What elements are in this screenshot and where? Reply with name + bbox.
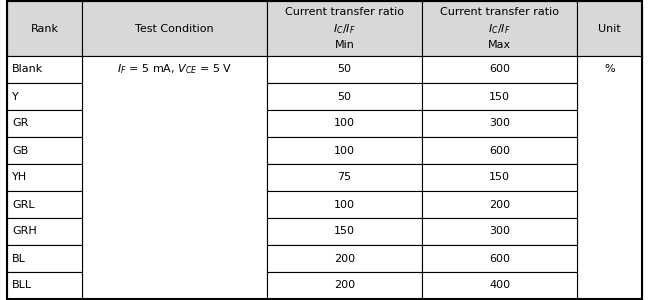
Bar xyxy=(7,272,82,299)
Bar xyxy=(422,110,577,137)
Text: 100: 100 xyxy=(334,118,355,128)
Text: 150: 150 xyxy=(489,92,510,101)
Text: GR: GR xyxy=(12,118,29,128)
Bar xyxy=(82,1,267,56)
Text: 150: 150 xyxy=(334,226,355,236)
Text: 50: 50 xyxy=(337,92,352,101)
Bar xyxy=(7,110,82,137)
Bar xyxy=(7,245,82,272)
Bar xyxy=(422,83,577,110)
Bar xyxy=(7,191,82,218)
Bar xyxy=(422,137,577,164)
Text: 400: 400 xyxy=(489,280,510,290)
Text: BL: BL xyxy=(12,254,26,263)
Bar xyxy=(422,56,577,83)
Text: Current transfer ratio
$I_C$/$I_F$
Min: Current transfer ratio $I_C$/$I_F$ Min xyxy=(285,7,404,50)
Bar xyxy=(422,191,577,218)
Text: 75: 75 xyxy=(337,172,352,182)
Text: Unit: Unit xyxy=(598,23,621,34)
Text: Blank: Blank xyxy=(12,64,43,74)
Text: 100: 100 xyxy=(334,200,355,209)
Bar xyxy=(267,191,422,218)
Bar xyxy=(577,56,642,299)
Text: %: % xyxy=(604,64,615,74)
Text: YH: YH xyxy=(12,172,27,182)
Bar xyxy=(7,137,82,164)
Text: 200: 200 xyxy=(334,280,355,290)
Text: Test Condition: Test Condition xyxy=(135,23,214,34)
Bar xyxy=(7,83,82,110)
Text: Rank: Rank xyxy=(31,23,58,34)
Text: 150: 150 xyxy=(489,172,510,182)
Bar xyxy=(267,1,422,56)
Bar xyxy=(267,56,422,83)
Text: Y: Y xyxy=(12,92,19,101)
Bar xyxy=(577,1,642,56)
Text: 50: 50 xyxy=(337,64,352,74)
Bar xyxy=(267,164,422,191)
Bar xyxy=(267,245,422,272)
Bar xyxy=(82,56,267,299)
Text: BLL: BLL xyxy=(12,280,32,290)
Text: 600: 600 xyxy=(489,64,510,74)
Text: GB: GB xyxy=(12,146,29,155)
Bar xyxy=(422,245,577,272)
Text: Current transfer ratio
$I_C$/$I_F$
Max: Current transfer ratio $I_C$/$I_F$ Max xyxy=(440,7,559,50)
Bar xyxy=(267,110,422,137)
Bar xyxy=(422,218,577,245)
Bar xyxy=(7,56,82,83)
Text: 100: 100 xyxy=(334,146,355,155)
Text: 600: 600 xyxy=(489,146,510,155)
Bar xyxy=(422,1,577,56)
Text: 200: 200 xyxy=(489,200,510,209)
Text: 600: 600 xyxy=(489,254,510,263)
Text: 200: 200 xyxy=(334,254,355,263)
Bar xyxy=(7,218,82,245)
Bar xyxy=(7,1,82,56)
Bar xyxy=(7,164,82,191)
Text: GRH: GRH xyxy=(12,226,37,236)
Bar xyxy=(267,272,422,299)
Text: GRL: GRL xyxy=(12,200,34,209)
Text: 300: 300 xyxy=(489,118,510,128)
Bar xyxy=(267,83,422,110)
Text: $I_F$ = 5 mA, $V_{CE}$ = 5 V: $I_F$ = 5 mA, $V_{CE}$ = 5 V xyxy=(117,63,232,76)
Bar xyxy=(267,137,422,164)
Bar xyxy=(267,218,422,245)
Bar xyxy=(422,164,577,191)
Bar xyxy=(422,272,577,299)
Text: 300: 300 xyxy=(489,226,510,236)
